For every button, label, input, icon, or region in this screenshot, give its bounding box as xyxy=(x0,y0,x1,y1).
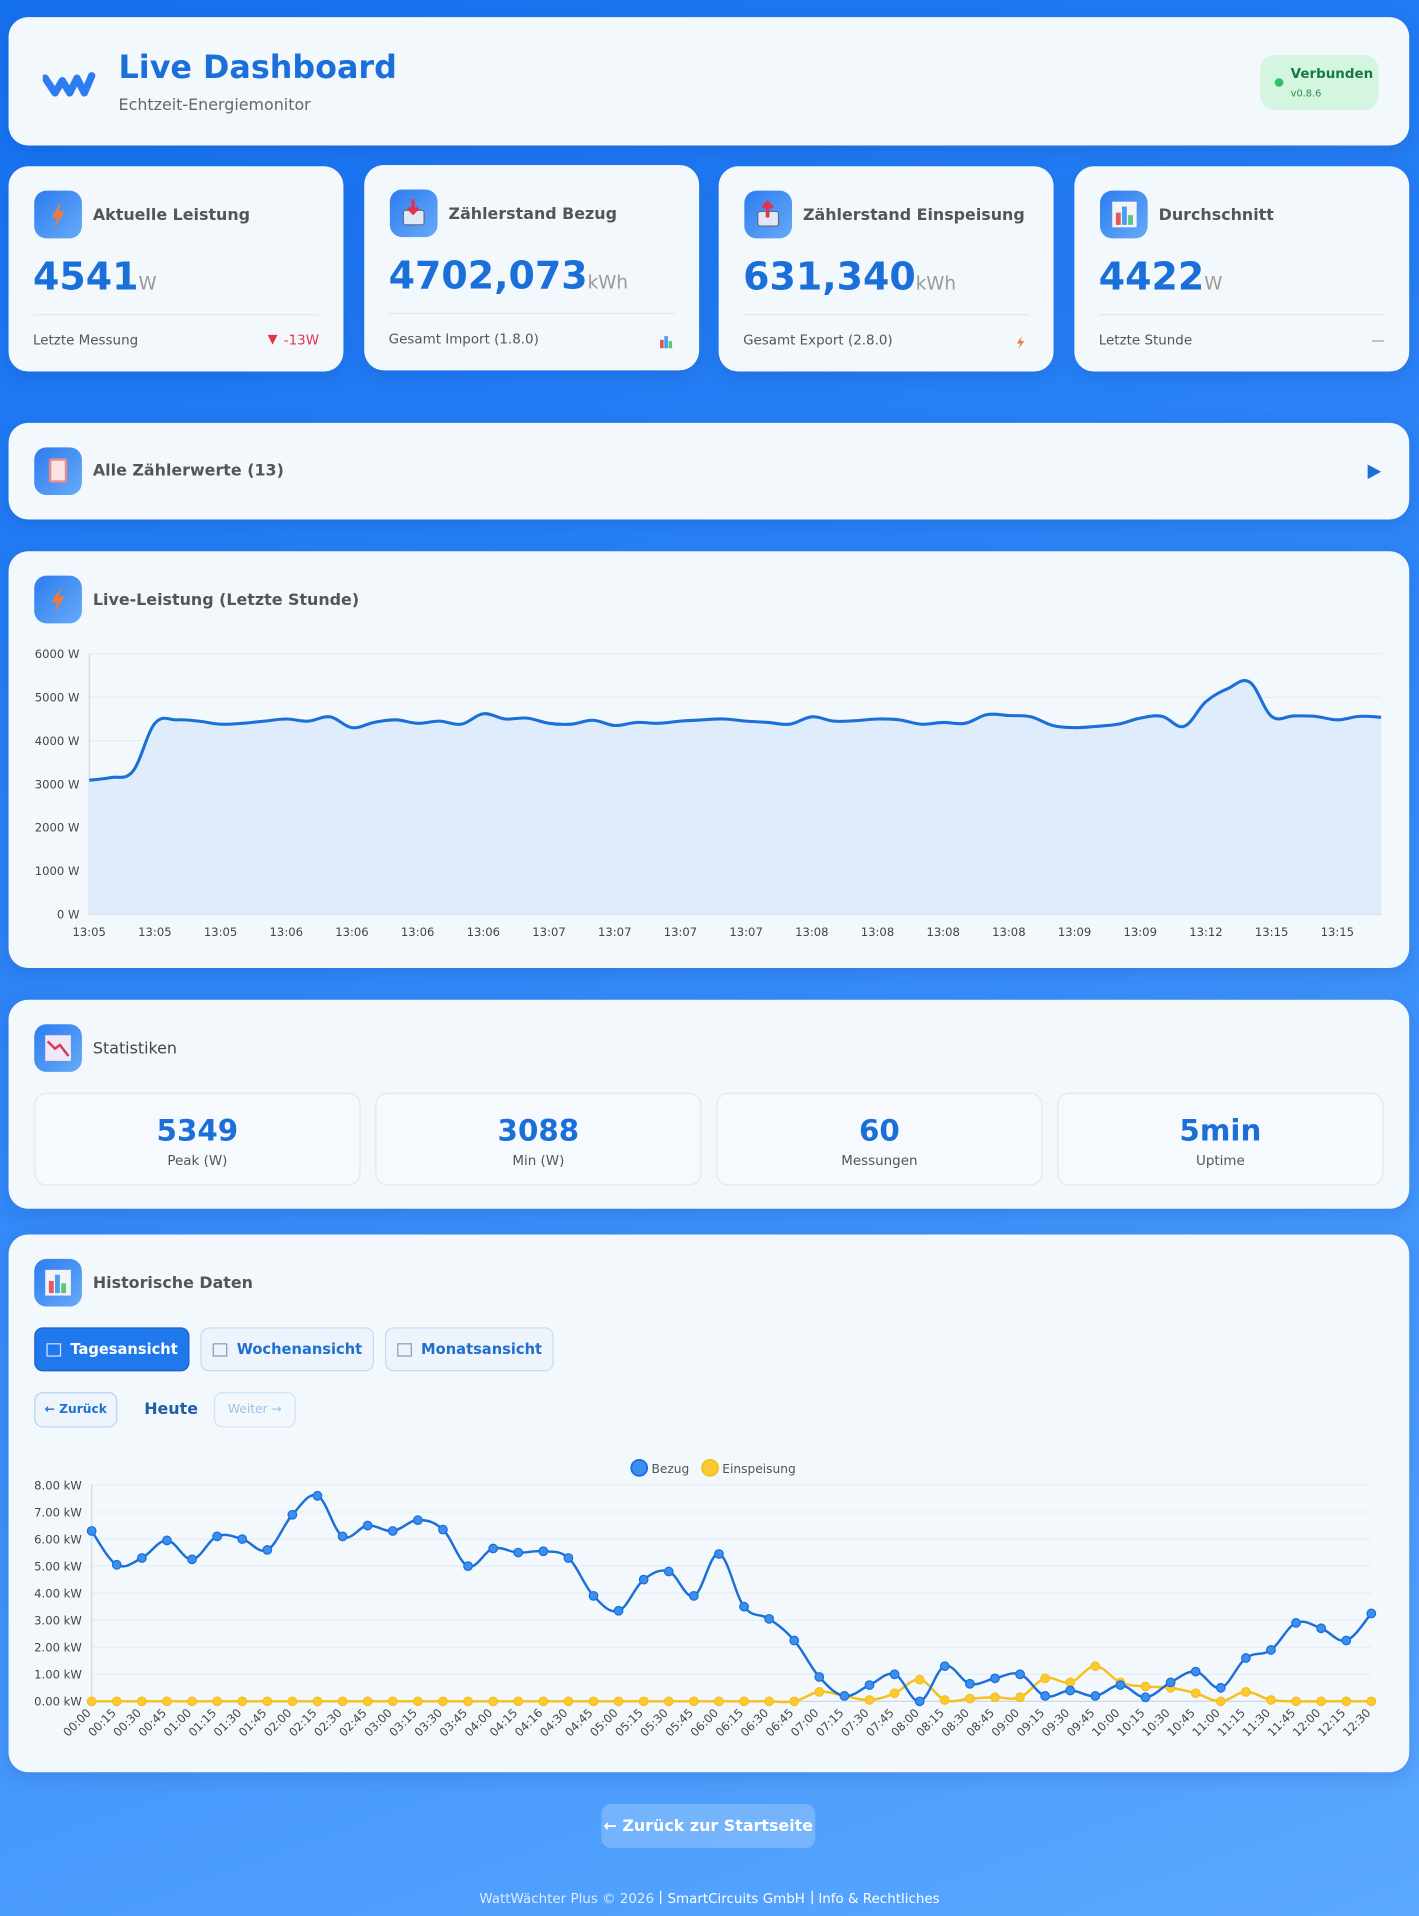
tab-month[interactable]: Monatsansicht xyxy=(384,1327,554,1372)
live-title: Live-Leistung (Letzte Stunde) xyxy=(92,591,360,610)
stat-label: Uptime xyxy=(1195,1152,1245,1169)
stat-box: 5349 Peak (W) xyxy=(34,1092,361,1186)
version: v0.8.6 xyxy=(1290,87,1322,99)
meter-icon xyxy=(34,447,82,495)
tab-week[interactable]: Wochenansicht xyxy=(200,1327,374,1372)
subtitle: Echtzeit-Energiemonitor xyxy=(118,96,311,115)
stat-box: 3088 Min (W) xyxy=(375,1092,702,1186)
kpi-value-row: 4422W xyxy=(1099,255,1223,299)
trend-value: — xyxy=(1371,332,1385,349)
divider xyxy=(743,314,1030,316)
kpi-value: 4422 xyxy=(1098,255,1205,300)
back-button[interactable]: ← Zurück zur Startseite xyxy=(601,1803,816,1848)
stat-value: 3088 xyxy=(497,1113,580,1148)
live-panel: Live-Leistung (Letzte Stunde) xyxy=(8,551,1410,968)
kpi-card: Durchschnitt 4422W Letzte Stunde — xyxy=(1074,166,1410,372)
kpi-card: Zählerstand Bezug 4702,073kWh Gesamt Impor… xyxy=(364,164,700,371)
kpi-title: Zählerstand Einspeisung xyxy=(802,206,1025,225)
kpi-value-row: 631,340kWh xyxy=(743,255,956,299)
company-link[interactable]: SmartCircuits GmbH xyxy=(667,1890,805,1907)
kpi-footer: Letzte Stunde xyxy=(1098,332,1193,349)
kpi-footer: Gesamt Import (1.8.0) xyxy=(388,331,539,348)
kpi-badge xyxy=(1014,331,1026,350)
kpi-trend: -13W xyxy=(267,332,319,349)
stat-value: 5349 xyxy=(156,1113,239,1148)
kpi-value-row: 4541W xyxy=(33,255,157,299)
meter-title: Alle Zählerwerte (13) xyxy=(92,461,284,481)
kpi-unit: W xyxy=(138,272,157,295)
kpi-badge xyxy=(659,330,673,349)
kpi-title: Aktuelle Leistung xyxy=(92,206,251,225)
meter-panel[interactable]: Alle Zählerwerte (13) xyxy=(8,422,1410,520)
stats-panel: Statistiken 5349 Peak (W) 3088 Min (W) 60 Mes… xyxy=(8,999,1410,1209)
divider xyxy=(32,314,319,316)
tab-label: Wochenansicht xyxy=(236,1340,363,1358)
title: Live Dashboard xyxy=(118,50,397,87)
kpi-unit: W xyxy=(1204,272,1223,295)
kpi-value: 631,340 xyxy=(743,255,916,300)
kpi-card: Zählerstand Einspeisung 631,340kWh Gesamt … xyxy=(718,166,1054,372)
stat-value: 5min xyxy=(1179,1113,1262,1148)
kpi-footer: Letzte Messung xyxy=(32,332,139,349)
divider xyxy=(1098,314,1385,316)
logo xyxy=(42,72,96,97)
stat-value: 60 xyxy=(858,1113,900,1148)
status-pill: Verbunden v0.8.6 xyxy=(1260,54,1379,110)
trend-value: -13W xyxy=(283,332,319,349)
status-dot xyxy=(1274,78,1284,87)
history-panel: Historische Daten Tagesansicht Wochenans… xyxy=(8,1234,1410,1773)
stat-box: 5min Uptime xyxy=(1057,1092,1384,1186)
stat-label: Peak (W) xyxy=(167,1152,228,1169)
current-period: Heute xyxy=(144,1400,198,1419)
status: Verbunden xyxy=(1290,65,1374,82)
prev-button[interactable]: ← Zurück xyxy=(34,1392,118,1428)
kpi-value-row: 4702,073kWh xyxy=(389,254,628,298)
header: Live Dashboard Echtzeit-Energiemonitor V… xyxy=(8,17,1410,146)
kpi-unit: kWh xyxy=(587,271,628,294)
stats-title: Statistiken xyxy=(92,1040,177,1059)
separator xyxy=(810,1890,813,1905)
kpi-icon xyxy=(389,189,438,238)
tab-day[interactable]: Tagesansicht xyxy=(34,1327,190,1372)
history-icon xyxy=(34,1258,82,1307)
kpi-value: 4702,073 xyxy=(388,254,588,299)
kpi-value: 4541 xyxy=(32,255,139,300)
footer: WattWächter Plus © 2026 SmartCircuits Gmb… xyxy=(0,1890,1419,1907)
tab-label: Tagesansicht xyxy=(70,1340,178,1358)
tab-label: Monatsansicht xyxy=(421,1340,543,1358)
separator xyxy=(660,1890,662,1905)
kpi-icon xyxy=(34,190,82,239)
kpi-icon xyxy=(744,190,792,239)
kpi-title: Zählerstand Bezug xyxy=(448,205,617,224)
copyright: WattWächter Plus © 2026 xyxy=(479,1890,655,1907)
trend-arrow xyxy=(267,334,278,345)
history-title: Historische Daten xyxy=(92,1274,253,1294)
stat-label: Messungen xyxy=(841,1152,918,1169)
stat-box: 60 Messungen xyxy=(716,1092,1043,1186)
divider xyxy=(388,312,675,315)
stats-icon xyxy=(34,1024,82,1072)
next-button[interactable]: Weiter → xyxy=(213,1392,296,1428)
expand-arrow[interactable] xyxy=(1365,463,1382,480)
kpi-unit: kWh xyxy=(915,272,957,295)
stat-label: Min (W) xyxy=(512,1152,565,1169)
kpi-trend: — xyxy=(1371,332,1384,348)
kpi-card: Aktuelle Leistung 4541W Letzte Messung -13W xyxy=(8,166,344,372)
kpi-footer: Gesamt Export (2.8.0) xyxy=(743,332,893,349)
kpi-icon xyxy=(1099,190,1148,239)
kpi-title: Durchschnitt xyxy=(1158,206,1274,225)
live-icon xyxy=(34,575,82,624)
legal-link[interactable]: Info & Rechtliches xyxy=(818,1890,940,1907)
